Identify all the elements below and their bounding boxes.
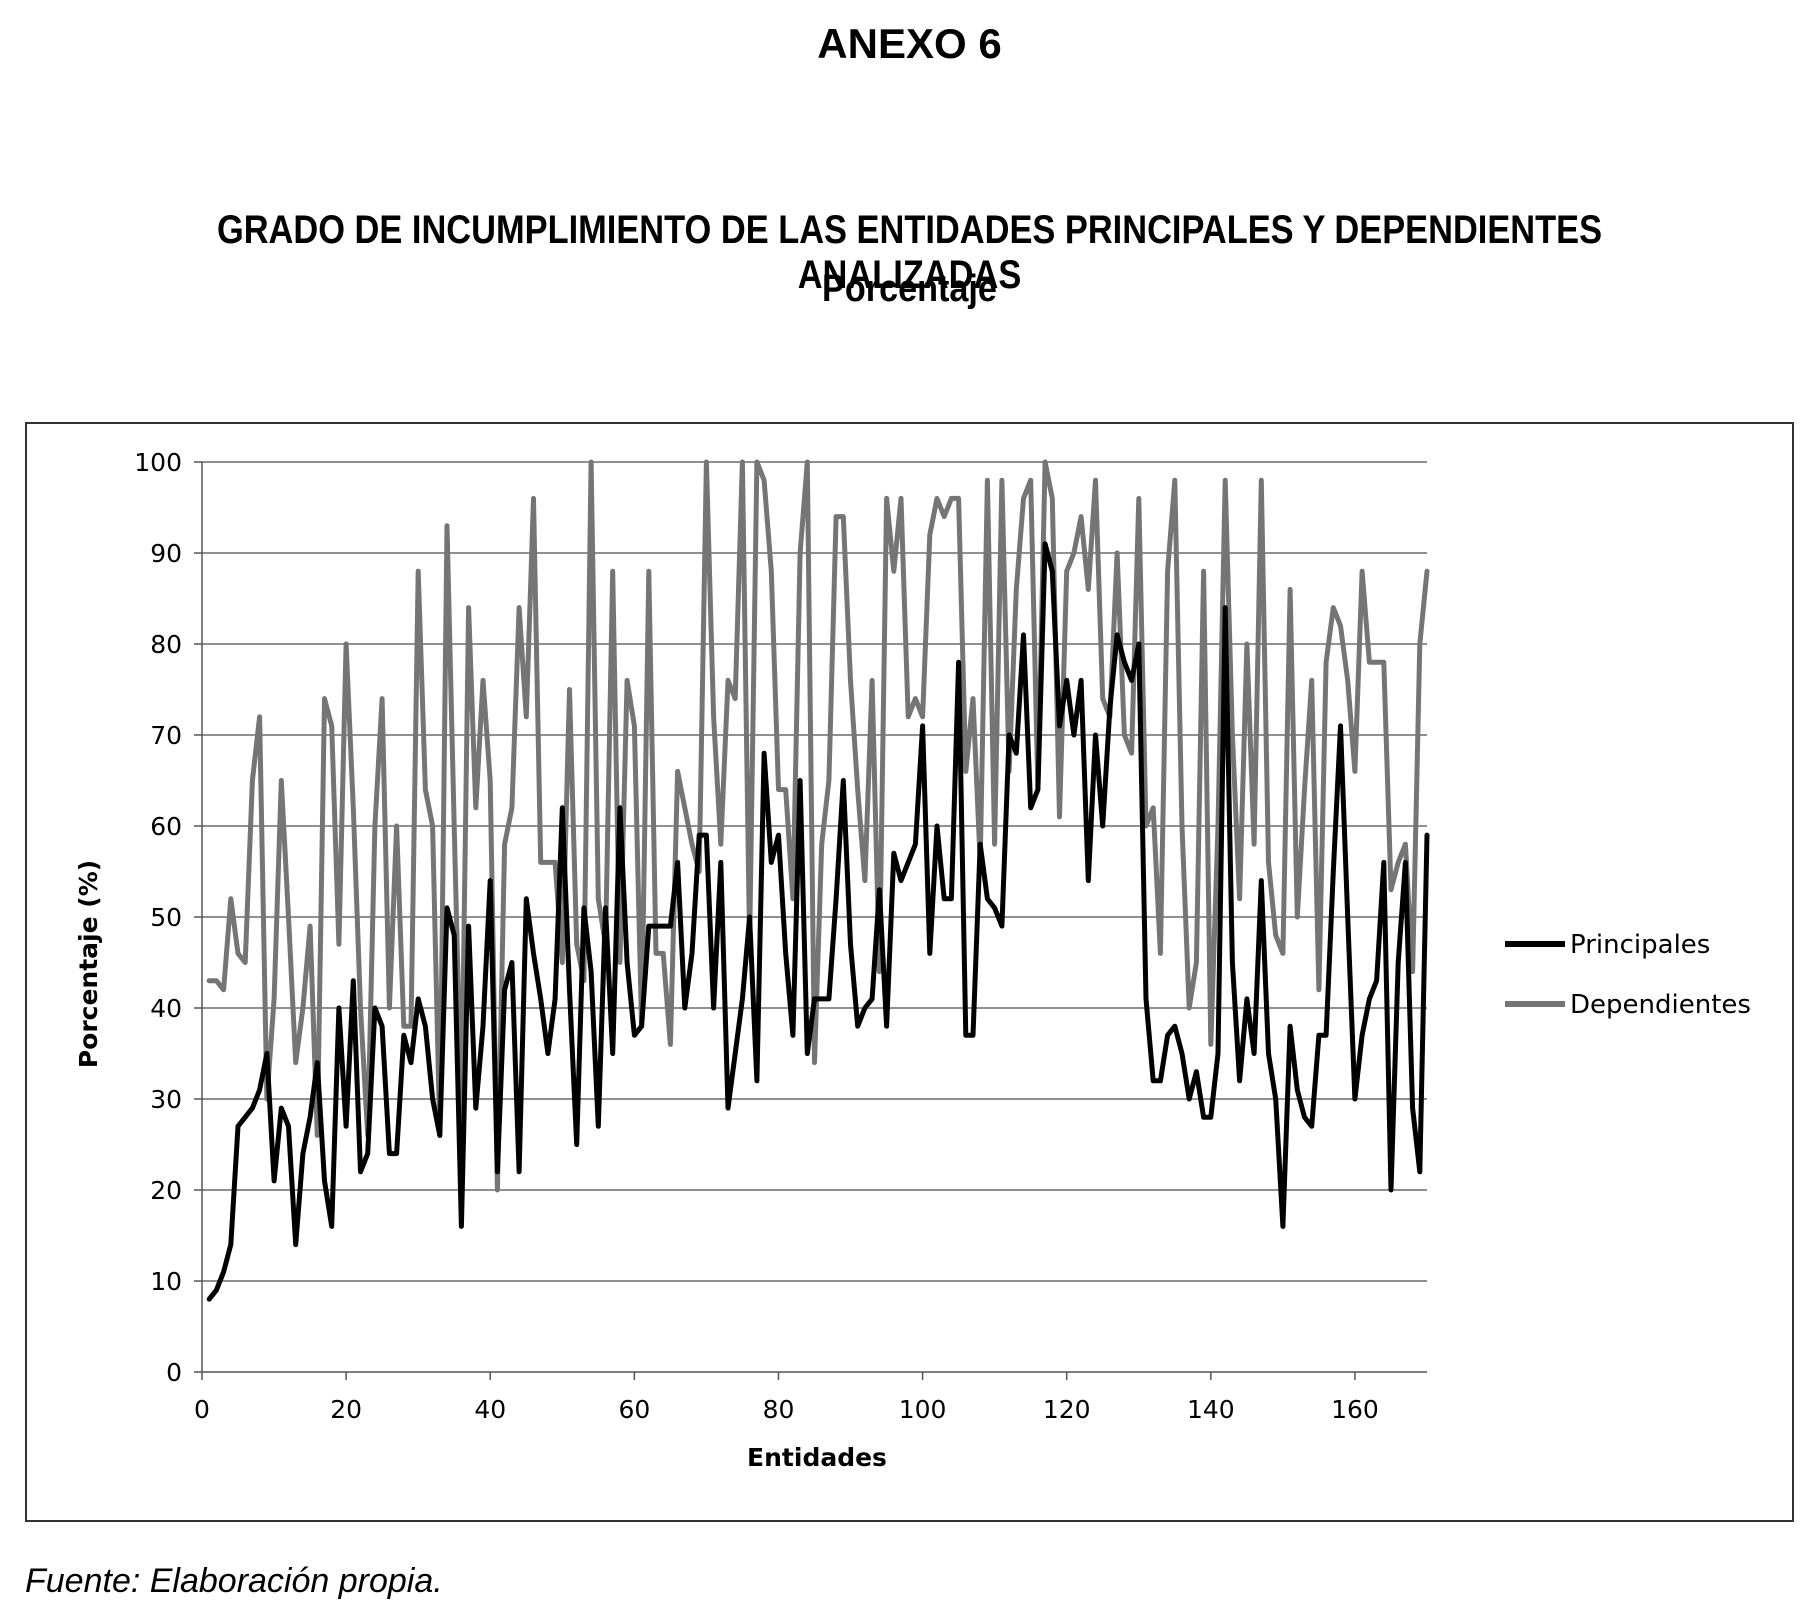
x-tick-label: 20 xyxy=(330,1395,362,1424)
x-tick-label: 140 xyxy=(1187,1395,1235,1424)
y-tick-label: 20 xyxy=(150,1176,182,1205)
x-tick-label: 100 xyxy=(899,1395,947,1424)
x-tick-label: 120 xyxy=(1043,1395,1091,1424)
legend-layer: Principales Dependientes xyxy=(1505,930,1751,1020)
chart-subtitle: Porcentaje xyxy=(822,268,997,310)
y-tick-label: 50 xyxy=(150,903,182,932)
y-tick-label: 70 xyxy=(150,721,182,750)
annex-heading: ANEXO 6 xyxy=(817,20,1002,67)
y-axis-label: Porcentaje (%) xyxy=(74,860,103,1068)
y-tick-label: 30 xyxy=(150,1085,182,1114)
y-tick-label: 40 xyxy=(150,994,182,1023)
y-tick-label: 100 xyxy=(134,448,182,477)
axis-layer: 0 10 20 30 40 50 60 70 80 90 100 0 20 40 60 80 100 120 140… xyxy=(134,448,1427,1424)
legend-label-dependientes: Dependientes xyxy=(1570,990,1751,1020)
y-tick-label: 10 xyxy=(150,1267,182,1296)
x-tick-label: 0 xyxy=(194,1395,210,1424)
x-axis-label: Entidades xyxy=(747,1443,887,1472)
y-tick-label: 80 xyxy=(150,630,182,659)
legend-label-principales: Principales xyxy=(1570,930,1710,960)
y-tick-label: 60 xyxy=(150,812,182,841)
line-chart: 0 10 20 30 40 50 60 70 80 90 100 0 20 40 60 80 100 120 140… xyxy=(74,448,1751,1472)
x-tick-label: 60 xyxy=(618,1395,650,1424)
y-tick-label: 90 xyxy=(150,539,182,568)
chart-title: GRADO DE INCUMPLIMIENTO DE LAS ENTIDADES… xyxy=(216,208,1603,297)
series-line-dependientes xyxy=(206,459,1430,1193)
x-tick-label: 160 xyxy=(1331,1395,1379,1424)
series-layer xyxy=(206,459,1430,1302)
y-tick-label: 0 xyxy=(166,1358,182,1387)
series-line-principales xyxy=(206,541,1430,1302)
x-tick-label: 80 xyxy=(763,1395,795,1424)
chart-frame: 0 10 20 30 40 50 60 70 80 90 100 0 20 40 60 80 100 120 140… xyxy=(25,422,1794,1522)
x-tick-label: 40 xyxy=(474,1395,506,1424)
source-note: Fuente: Elaboración propia. xyxy=(25,1562,443,1600)
